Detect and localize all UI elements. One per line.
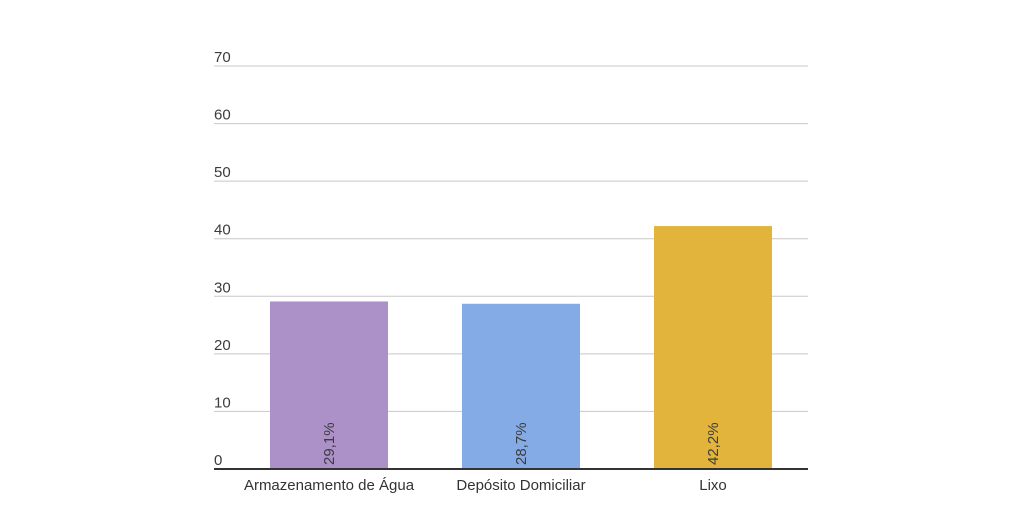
data-labels: 29,1% 28,7% 42,2% — [321, 422, 722, 465]
y-tick-label: 0 — [214, 452, 222, 469]
y-tick-label: 70 — [214, 49, 231, 66]
x-category-label: Armazenamento de Água — [244, 477, 415, 494]
data-label: 29,1% — [321, 422, 338, 465]
bar — [654, 226, 772, 469]
y-tick-label: 30 — [214, 279, 231, 296]
x-category-label: Depósito Domiciliar — [456, 477, 585, 494]
bars — [270, 226, 772, 469]
bar — [270, 301, 388, 469]
data-label: 42,2% — [705, 422, 722, 465]
y-tick-label: 20 — [214, 337, 231, 354]
y-tick-label: 60 — [214, 107, 231, 124]
y-tick-label: 40 — [214, 222, 231, 239]
y-axis-tick-labels: 0 10 20 30 40 50 60 70 — [214, 49, 231, 469]
y-tick-label: 50 — [214, 164, 231, 181]
bar — [462, 303, 580, 469]
x-axis-category-labels: Armazenamento de Água Depósito Domiciliar… — [244, 477, 727, 494]
x-category-label: Lixo — [699, 477, 727, 494]
y-tick-label: 10 — [214, 394, 231, 411]
data-label: 28,7% — [513, 422, 530, 465]
